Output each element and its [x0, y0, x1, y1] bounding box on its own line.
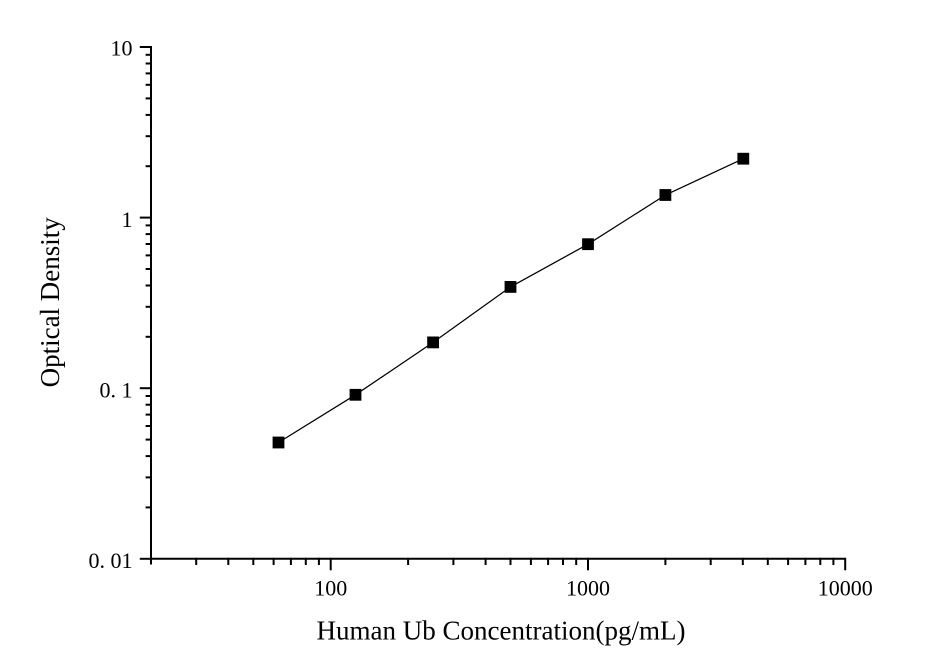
svg-text:10: 10: [111, 36, 133, 61]
svg-text:Optical Density: Optical Density: [35, 217, 65, 388]
svg-text:10000: 10000: [818, 576, 873, 601]
svg-text:1: 1: [122, 207, 133, 232]
svg-text:0. 1: 0. 1: [100, 377, 133, 402]
svg-text:1000: 1000: [566, 576, 610, 601]
svg-text:0. 01: 0. 01: [89, 548, 133, 573]
svg-text:100: 100: [314, 576, 347, 601]
svg-text:Human Ub Concentration(pg/mL): Human Ub Concentration(pg/mL): [317, 615, 686, 645]
